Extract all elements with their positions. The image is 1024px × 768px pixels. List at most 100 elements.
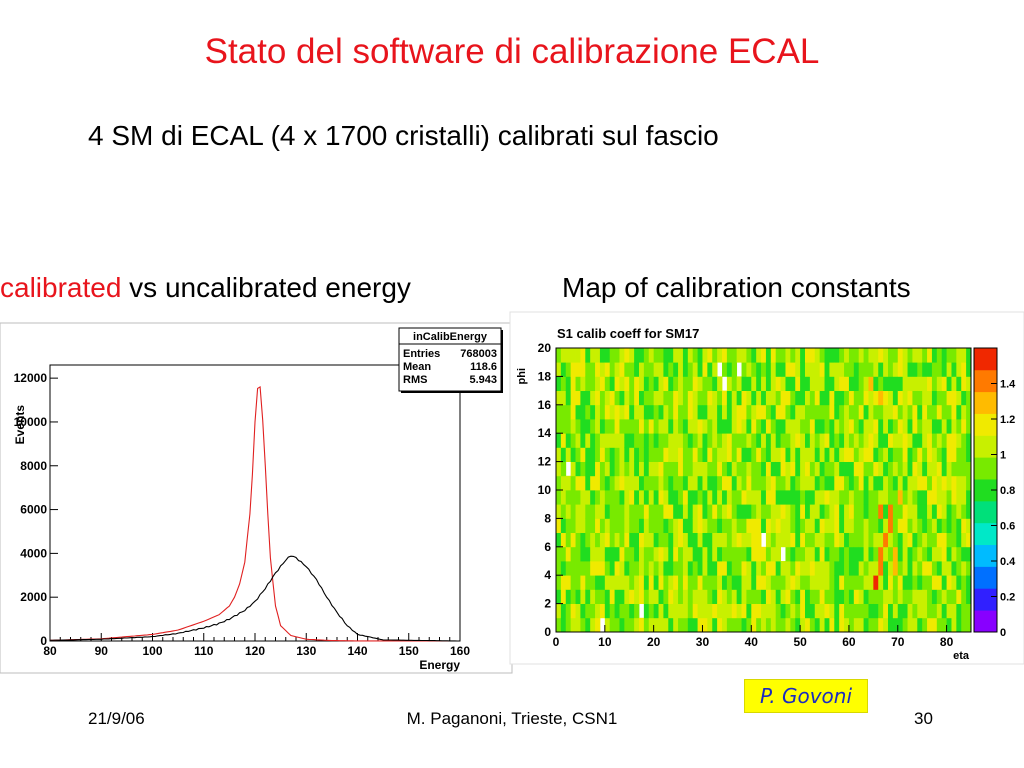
heatmap-cell	[839, 504, 845, 519]
heatmap-cell	[966, 404, 972, 420]
heatmap-cell	[609, 348, 615, 363]
heatmap-cell	[565, 518, 572, 533]
heatmap-cell	[805, 490, 811, 505]
heatmap-cell	[687, 447, 694, 462]
colorbar-swatch	[974, 522, 997, 546]
heatmap-cell	[614, 475, 620, 491]
heatmap-cell	[624, 390, 630, 406]
heatmap-cell	[580, 561, 586, 576]
heatmap-cell	[966, 617, 972, 633]
heatmap-cell	[848, 617, 855, 633]
heatmap-cell	[629, 362, 635, 377]
heatmap-cell	[907, 532, 913, 548]
heatmap-cell	[775, 504, 781, 519]
heatmap-cell	[707, 504, 713, 519]
heatmap-cell	[556, 603, 562, 619]
heatmap-cell	[614, 589, 620, 604]
heatmap-cell	[717, 447, 723, 462]
heatmap-cell	[590, 447, 596, 462]
heatmap-cell	[687, 419, 694, 434]
heatmap-cell	[780, 376, 786, 391]
heatmap-cell	[643, 603, 650, 619]
heatmap-cell	[785, 433, 791, 448]
heatmap-cell	[961, 419, 967, 434]
heatmap-cell	[653, 575, 659, 590]
heatmap-cell	[556, 390, 562, 406]
heatmap-cell	[570, 603, 576, 619]
heatmap-cell	[736, 589, 742, 604]
heatmap-cell	[785, 404, 791, 420]
heatmap-cell	[697, 490, 703, 505]
heatmap-cell	[751, 575, 757, 590]
heatmap-cell	[795, 390, 801, 406]
heatmap-cell	[775, 561, 781, 576]
x-tick-label: 40	[745, 635, 759, 649]
heatmap-cell	[966, 348, 972, 363]
heatmap-cell	[629, 390, 635, 406]
heatmap-cell	[736, 575, 742, 590]
heatmap-cell	[790, 390, 796, 406]
heatmap-cell	[702, 376, 708, 391]
heatmap-cell	[868, 404, 874, 420]
y-tick-label: 18	[538, 369, 552, 383]
heatmap-cell	[702, 603, 708, 619]
heatmap-cell	[941, 532, 947, 548]
heatmap-cell	[961, 348, 967, 363]
heatmap-cell	[927, 575, 933, 590]
heatmap-cell	[687, 575, 694, 590]
heatmap-cell	[634, 404, 640, 420]
heatmap-cell	[853, 561, 860, 576]
heatmap-cell	[927, 490, 933, 505]
heatmap-cell	[848, 461, 855, 477]
heatmap-cell	[595, 461, 601, 477]
heatmap-cell	[956, 433, 962, 448]
heatmap-cell	[892, 419, 899, 434]
heatmap-cell	[639, 561, 645, 576]
heatmap-cell	[624, 376, 630, 391]
heatmap-cell	[961, 589, 967, 604]
slide-title: Stato del software di calibrazione ECAL	[204, 32, 820, 71]
heatmap-cell	[580, 348, 586, 363]
heatmap-cell	[775, 419, 781, 434]
heatmap-cell	[888, 376, 894, 391]
heatmap-cell	[702, 518, 708, 533]
heatmap-cell	[956, 561, 962, 576]
heatmap-cell	[829, 589, 835, 604]
heatmap-cell	[726, 447, 733, 462]
heatmap-cell	[858, 546, 864, 562]
heatmap-cell	[712, 419, 718, 434]
heatmap-cell	[922, 561, 928, 576]
heatmap-cell	[619, 419, 625, 434]
heatmap-cell	[697, 603, 703, 619]
heatmap-cell	[702, 404, 708, 420]
heatmap-cell	[858, 362, 864, 377]
heatmap-cell	[868, 348, 874, 363]
heatmap-cell	[687, 348, 694, 363]
heatmap-cell	[956, 475, 962, 491]
histogram-series-1	[50, 555, 460, 642]
heatmap-cell	[565, 603, 572, 619]
heatmap-cell	[585, 348, 591, 363]
heatmap-cell	[619, 390, 625, 406]
heatmap-cell	[892, 348, 899, 363]
heatmap-cell	[888, 575, 894, 590]
heatmap-cell	[687, 404, 694, 420]
heatmap-cell	[785, 575, 791, 590]
heatmap-cell	[712, 617, 718, 633]
heatmap-cell	[556, 575, 562, 590]
heatmap-cell	[829, 390, 835, 406]
heatmap-cell	[595, 575, 601, 590]
heatmap-cell	[643, 546, 650, 562]
heatmap-cell	[834, 433, 840, 448]
heatmap-cell	[565, 561, 572, 576]
heatmap-cell	[873, 518, 879, 533]
heatmap-cell	[912, 575, 918, 590]
colorbar-tick-label: 1	[1000, 450, 1006, 462]
stats-label: Entries	[403, 348, 440, 360]
heatmap-cell	[580, 419, 586, 434]
heatmap-cell	[795, 475, 801, 491]
heatmap-cell	[805, 532, 811, 548]
heatmap-cell	[790, 617, 796, 633]
heatmap-cell	[853, 617, 860, 633]
heatmap-cell	[917, 504, 923, 519]
